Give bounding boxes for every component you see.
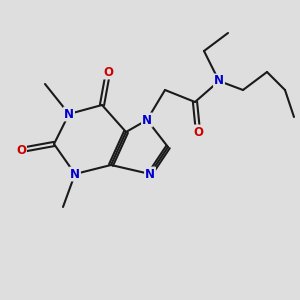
Text: O: O — [193, 125, 203, 139]
Text: N: N — [214, 74, 224, 88]
Text: N: N — [145, 167, 155, 181]
Text: N: N — [142, 113, 152, 127]
Text: N: N — [70, 167, 80, 181]
Text: O: O — [16, 143, 26, 157]
Text: N: N — [64, 107, 74, 121]
Text: O: O — [103, 65, 113, 79]
